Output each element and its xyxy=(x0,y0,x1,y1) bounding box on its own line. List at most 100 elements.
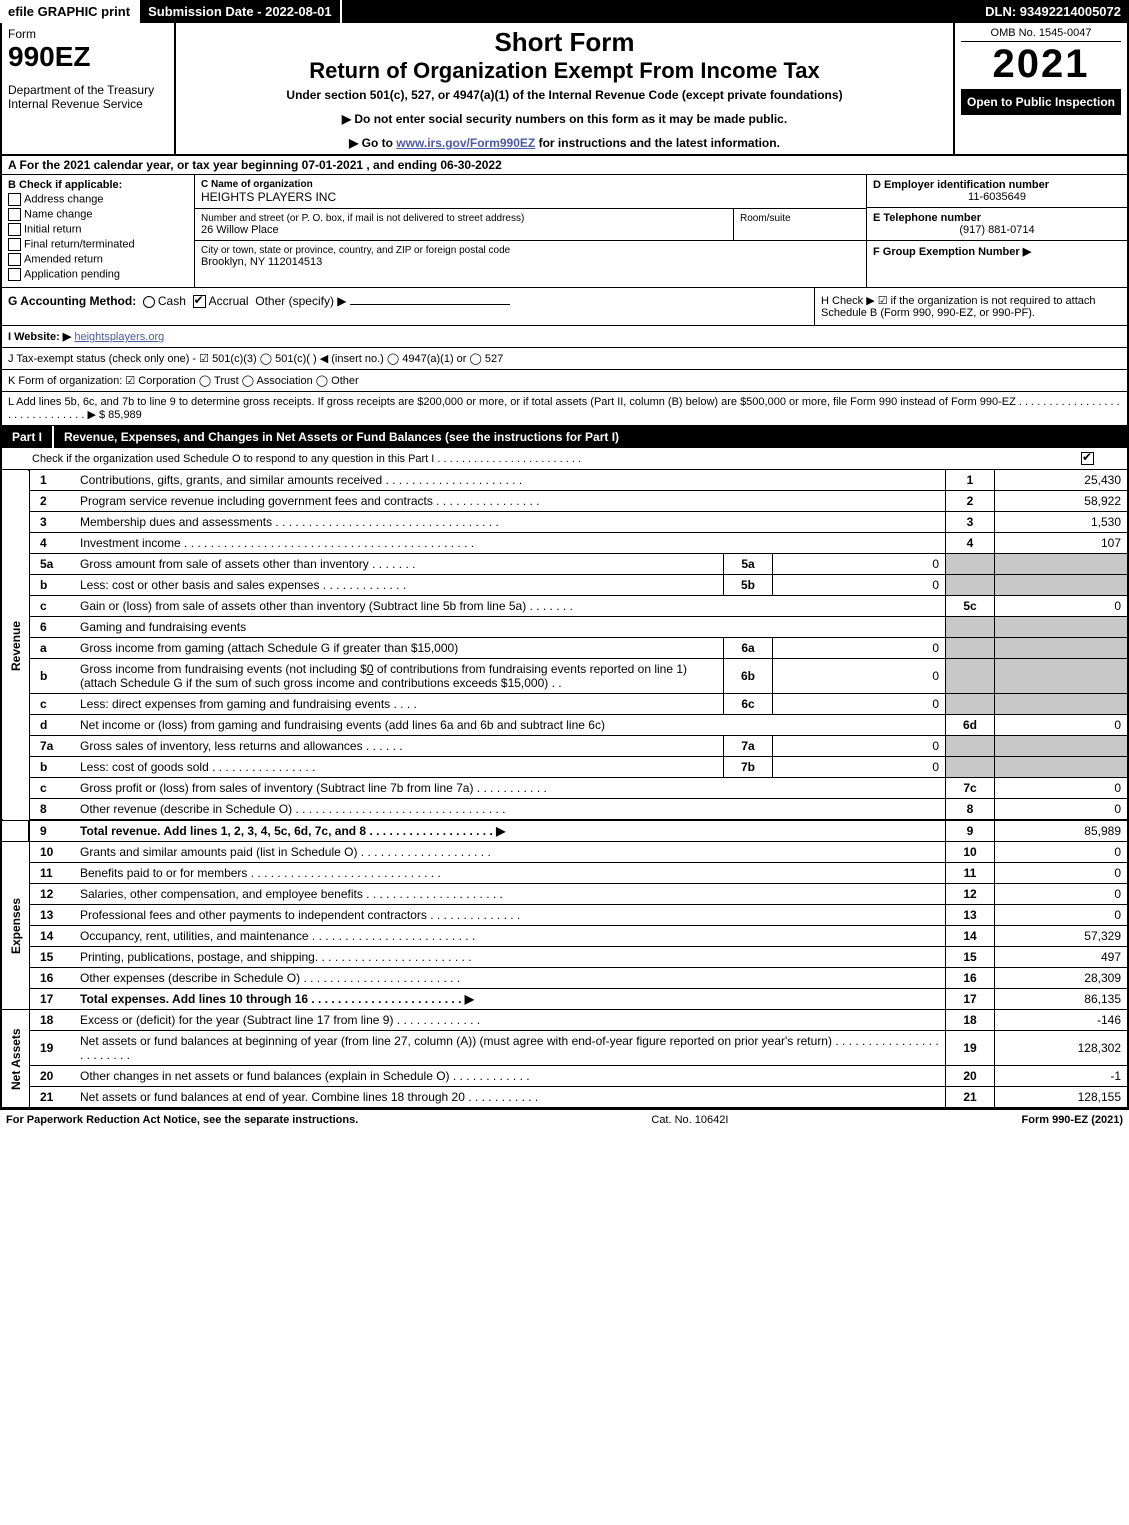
check-amended-return[interactable]: Amended return xyxy=(8,253,188,266)
line-6d: d Net income or (loss) from gaming and f… xyxy=(2,715,1127,736)
part1-header: Part I Revenue, Expenses, and Changes in… xyxy=(2,426,1127,448)
line-6c-ref-shaded xyxy=(946,694,995,715)
line-20-num: 20 xyxy=(29,1066,74,1087)
section-c-label: C Name of organization xyxy=(201,179,860,190)
line-7a-sub: 7a xyxy=(724,736,773,757)
line-16-ref: 16 xyxy=(946,968,995,989)
line-6b-subval: 0 xyxy=(773,659,946,694)
line-17: 17 Total expenses. Add lines 10 through … xyxy=(2,989,1127,1010)
section-bcdef: B Check if applicable: Address change Na… xyxy=(2,175,1127,288)
line-8-desc: Other revenue (describe in Schedule O) .… xyxy=(74,799,946,821)
instr2-pre: ▶ Go to xyxy=(349,136,396,150)
group-exemption-label: F Group Exemption Number ▶ xyxy=(873,246,1031,258)
line-21-val: 128,155 xyxy=(995,1087,1128,1108)
check-final-return[interactable]: Final return/terminated xyxy=(8,238,188,251)
line-13-val: 0 xyxy=(995,905,1128,926)
line-15-desc: Printing, publications, postage, and shi… xyxy=(74,947,946,968)
part1-title: Revenue, Expenses, and Changes in Net As… xyxy=(54,426,1127,448)
line-5a-ref-shaded xyxy=(946,554,995,575)
website-link[interactable]: heightsplayers.org xyxy=(74,331,164,343)
tax-year: 2021 xyxy=(961,42,1121,87)
short-form-title: Short Form xyxy=(182,27,947,58)
line-7b-subval: 0 xyxy=(773,757,946,778)
check-address-change[interactable]: Address change xyxy=(8,193,188,206)
part1-label: Part I xyxy=(2,426,54,448)
line-5b: b Less: cost or other basis and sales ex… xyxy=(2,575,1127,596)
line-5c-ref: 5c xyxy=(946,596,995,617)
check-application-pending[interactable]: Application pending xyxy=(8,268,188,281)
section-b: B Check if applicable: Address change Na… xyxy=(2,175,195,287)
submission-date: Submission Date - 2022-08-01 xyxy=(140,0,342,23)
line-9-ref: 9 xyxy=(946,820,995,842)
street-label: Number and street (or P. O. box, if mail… xyxy=(201,213,727,224)
line-13-num: 13 xyxy=(29,905,74,926)
line-11-ref: 11 xyxy=(946,863,995,884)
expenses-sidelabel: Expenses xyxy=(2,842,29,1010)
line-6d-val: 0 xyxy=(995,715,1128,736)
line-7a: 7a Gross sales of inventory, less return… xyxy=(2,736,1127,757)
street-cell: Number and street (or P. O. box, if mail… xyxy=(195,209,734,240)
line-6b-desc-pre: Gross income from fundraising events (no… xyxy=(80,662,367,676)
section-b-label: B Check if applicable: xyxy=(8,179,188,191)
line-7a-val-shaded xyxy=(995,736,1128,757)
form-header: Form 990EZ Department of the Treasury In… xyxy=(2,23,1127,156)
line-15: 15 Printing, publications, postage, and … xyxy=(2,947,1127,968)
line-18-ref: 18 xyxy=(946,1010,995,1031)
line-10-ref: 10 xyxy=(946,842,995,863)
line-12-num: 12 xyxy=(29,884,74,905)
line-6c-val-shaded xyxy=(995,694,1128,715)
department-label: Department of the Treasury Internal Reve… xyxy=(8,83,168,111)
line-17-ref: 17 xyxy=(946,989,995,1010)
website-label: I Website: ▶ xyxy=(8,331,71,343)
revenue-sidelabel: Revenue xyxy=(2,470,29,820)
line-6b-desc: Gross income from fundraising events (no… xyxy=(74,659,724,694)
line-19-ref: 19 xyxy=(946,1031,995,1066)
line-18-desc: Excess or (deficit) for the year (Subtra… xyxy=(74,1010,946,1031)
line-1-ref: 1 xyxy=(946,470,995,491)
line-6a: a Gross income from gaming (attach Sched… xyxy=(2,638,1127,659)
check-initial-return[interactable]: Initial return xyxy=(8,223,188,236)
city-label: City or town, state or province, country… xyxy=(201,245,860,256)
form-title: Return of Organization Exempt From Incom… xyxy=(182,58,947,84)
section-h: H Check ▶ ☑ if the organization is not r… xyxy=(814,288,1127,325)
check-accrual[interactable] xyxy=(193,295,206,308)
irs-link[interactable]: www.irs.gov/Form990EZ xyxy=(396,136,535,150)
footer-left: For Paperwork Reduction Act Notice, see … xyxy=(6,1114,358,1126)
line-5a-subval: 0 xyxy=(773,554,946,575)
other-specify-input[interactable] xyxy=(350,304,510,305)
line-10-desc: Grants and similar amounts paid (list in… xyxy=(74,842,946,863)
line-16-num: 16 xyxy=(29,968,74,989)
line-7b-ref-shaded xyxy=(946,757,995,778)
line-5a: 5a Gross amount from sale of assets othe… xyxy=(2,554,1127,575)
section-gh: G Accounting Method: Cash Accrual Other … xyxy=(2,288,1127,326)
street-row: Number and street (or P. O. box, if mail… xyxy=(195,209,866,241)
line-7c-val: 0 xyxy=(995,778,1128,799)
line-6b: b Gross income from fundraising events (… xyxy=(2,659,1127,694)
line-8-val: 0 xyxy=(995,799,1128,821)
line-6a-desc: Gross income from gaming (attach Schedul… xyxy=(74,638,724,659)
street-value: 26 Willow Place xyxy=(201,224,727,236)
line-4: 4 Investment income . . . . . . . . . . … xyxy=(2,533,1127,554)
line-1-val: 25,430 xyxy=(995,470,1128,491)
part1-schedule-o-checkbox[interactable] xyxy=(1081,452,1094,465)
other-specify-label: Other (specify) ▶ xyxy=(255,294,346,308)
open-to-public: Open to Public Inspection xyxy=(961,89,1121,115)
line-7c: c Gross profit or (loss) from sales of i… xyxy=(2,778,1127,799)
org-name: HEIGHTS PLAYERS INC xyxy=(201,190,860,204)
line-7a-num: 7a xyxy=(29,736,74,757)
line-12-desc: Salaries, other compensation, and employ… xyxy=(74,884,946,905)
line-16-desc: Other expenses (describe in Schedule O) … xyxy=(74,968,946,989)
line-20-ref: 20 xyxy=(946,1066,995,1087)
line-5c-num: c xyxy=(29,596,74,617)
line-6: 6 Gaming and fundraising events xyxy=(2,617,1127,638)
line-15-num: 15 xyxy=(29,947,74,968)
check-name-change[interactable]: Name change xyxy=(8,208,188,221)
section-e: E Telephone number (917) 881-0714 xyxy=(867,208,1127,241)
line-5a-sub: 5a xyxy=(724,554,773,575)
efile-print-label[interactable]: efile GRAPHIC print xyxy=(0,0,140,23)
radio-cash[interactable] xyxy=(143,296,155,308)
line-21-desc: Net assets or fund balances at end of ye… xyxy=(74,1087,946,1108)
line-3-desc: Membership dues and assessments . . . . … xyxy=(74,512,946,533)
line-17-num: 17 xyxy=(29,989,74,1010)
line-3-ref: 3 xyxy=(946,512,995,533)
